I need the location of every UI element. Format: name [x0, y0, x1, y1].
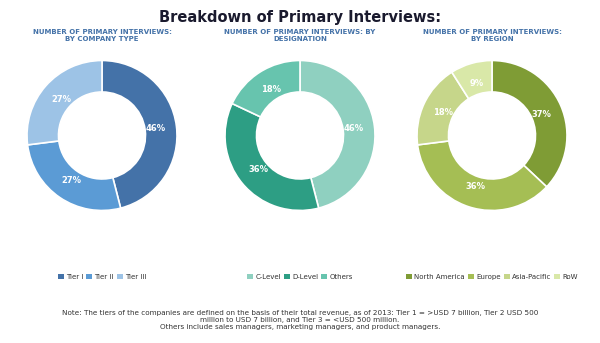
Wedge shape — [225, 104, 319, 211]
Wedge shape — [232, 60, 300, 117]
Wedge shape — [28, 141, 121, 211]
Wedge shape — [27, 60, 102, 145]
Wedge shape — [492, 60, 567, 187]
Legend: Tier I, Tier II, Tier III: Tier I, Tier II, Tier III — [58, 274, 146, 280]
Text: 9%: 9% — [470, 79, 484, 88]
Text: 36%: 36% — [248, 165, 268, 174]
Legend: C-Level, D-Level, Others: C-Level, D-Level, Others — [247, 274, 353, 280]
Text: 46%: 46% — [344, 124, 364, 133]
Text: 18%: 18% — [261, 85, 281, 94]
Text: Note: The tiers of the companies are defined on the basis of their total revenue: Note: The tiers of the companies are def… — [62, 310, 538, 330]
Text: NUMBER OF PRIMARY INTERVIEWS:
BY REGION: NUMBER OF PRIMARY INTERVIEWS: BY REGION — [422, 29, 562, 42]
Wedge shape — [452, 60, 492, 99]
Wedge shape — [417, 72, 469, 145]
Text: NUMBER OF PRIMARY INTERVIEWS:
BY COMPANY TYPE: NUMBER OF PRIMARY INTERVIEWS: BY COMPANY… — [32, 29, 172, 42]
Wedge shape — [300, 60, 375, 208]
Text: 27%: 27% — [52, 95, 71, 104]
Text: 36%: 36% — [466, 182, 485, 191]
Text: NUMBER OF PRIMARY INTERVIEWS: BY
DESIGNATION: NUMBER OF PRIMARY INTERVIEWS: BY DESIGNA… — [224, 29, 376, 42]
Legend: North America, Europe, Asia-Pacific, RoW: North America, Europe, Asia-Pacific, RoW — [406, 274, 578, 280]
Text: 46%: 46% — [146, 124, 166, 133]
Text: 27%: 27% — [62, 176, 82, 185]
Text: 37%: 37% — [532, 109, 551, 119]
Text: 18%: 18% — [433, 108, 453, 117]
Wedge shape — [102, 60, 177, 208]
Text: Breakdown of Primary Interviews:: Breakdown of Primary Interviews: — [159, 10, 441, 25]
Wedge shape — [418, 141, 547, 211]
